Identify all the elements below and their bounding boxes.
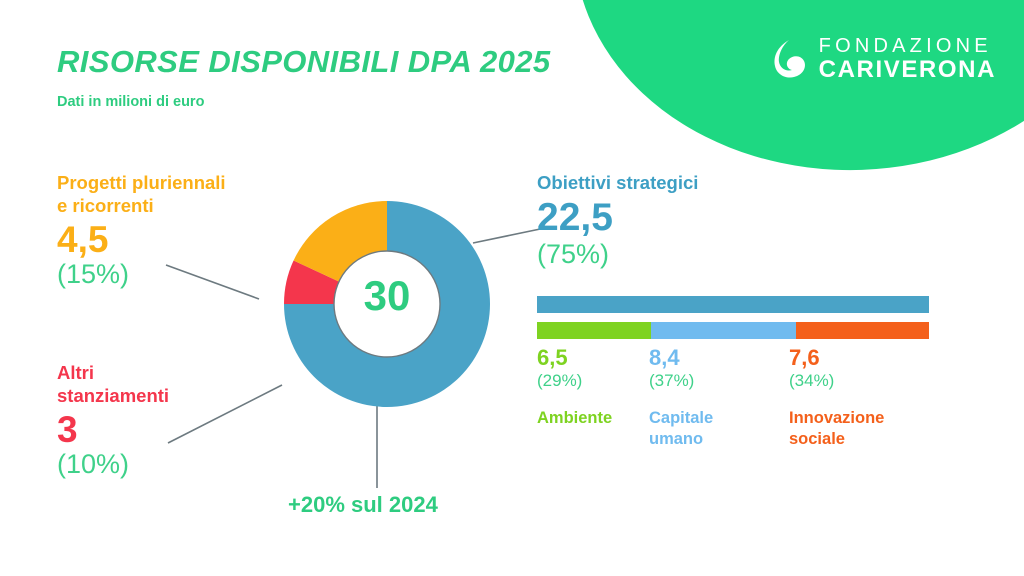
callout-heading-line1: Obiettivi strategici <box>537 172 699 193</box>
legend-label-line1: Capitale <box>649 409 714 428</box>
callout-heading-line2: stanziamenti <box>57 384 170 406</box>
callout-value: 4,5 <box>57 218 109 260</box>
legend-label: Capitale umano <box>649 408 713 449</box>
legend-percent: (37%) <box>649 371 695 391</box>
legend-label-line1: Innovazione <box>789 409 885 428</box>
page-subtitle: Dati in milioni di euro <box>57 94 205 110</box>
callout-altri-stanziamenti: Altri stanziamenti 3 (10%) <box>57 362 169 480</box>
growth-annotation: +20% sul 2024 <box>288 492 438 517</box>
legend-label-line1: Ambiente <box>537 409 613 428</box>
callout-percent: (10%) <box>57 449 130 480</box>
bar-segment-ambiente <box>537 322 651 339</box>
callout-heading: Altri stanziamenti <box>57 362 169 408</box>
donut-svg <box>283 200 490 407</box>
legend-label: Ambiente <box>537 408 612 429</box>
callout-heading-line1: Altri <box>57 362 94 383</box>
legend-value: 8,4 <box>649 345 680 370</box>
brand-logo: FONDAZIONE CARIVERONA <box>773 36 996 82</box>
callout-percent: (15%) <box>57 259 130 290</box>
brand-name-bottom: CARIVERONA <box>818 56 996 83</box>
donut-hole <box>333 250 441 358</box>
callout-progetti-pluriennali: Progetti pluriennali e ricorrenti 4,5 (1… <box>57 172 226 290</box>
callout-heading: Progetti pluriennali e ricorrenti <box>57 172 226 218</box>
callout-heading-line1: Progetti pluriennali <box>57 172 226 193</box>
bar-legend: 6,5 (29%) Ambiente 8,4 (37%) Capitale um… <box>537 346 937 466</box>
legend-percent: (34%) <box>789 371 835 391</box>
page-title: RISORSE DISPONIBILI DPA 2025 <box>57 44 551 79</box>
legend-item-capitale-umano: 8,4 (37%) Capitale umano <box>649 346 713 450</box>
legend-label-line2: umano <box>649 429 704 448</box>
callout-heading: Obiettivi strategici <box>537 172 698 195</box>
callout-value: 3 <box>57 408 78 450</box>
brand-corner-shape <box>566 0 1024 180</box>
donut-chart: 30 <box>281 198 493 410</box>
legend-item-innovazione-sociale: 7,6 (34%) Innovazione sociale <box>789 346 884 450</box>
legend-item-ambiente: 6,5 (29%) Ambiente <box>537 346 612 429</box>
callout-percent: (75%) <box>537 238 610 269</box>
brand-name-top: FONDAZIONE <box>818 35 992 57</box>
legend-value: 6,5 <box>537 345 568 370</box>
legend-value: 7,6 <box>789 345 820 370</box>
bar-stacked-breakdown <box>537 322 929 339</box>
callout-obiettivi-strategici: Obiettivi strategici 22,5 (75%) <box>537 172 698 270</box>
bar-segment-innovazione-sociale <box>795 322 929 339</box>
legend-label-line2: sociale <box>789 429 845 448</box>
bar-segment-capitale-umano <box>650 322 796 339</box>
bar-total-obiettivi <box>537 296 929 313</box>
droplet-leaf-icon <box>774 40 805 78</box>
legend-percent: (29%) <box>537 371 583 391</box>
legend-label: Innovazione sociale <box>789 408 884 449</box>
callout-value: 22,5 <box>537 195 613 239</box>
callout-heading-line2: e ricorrenti <box>57 194 154 216</box>
